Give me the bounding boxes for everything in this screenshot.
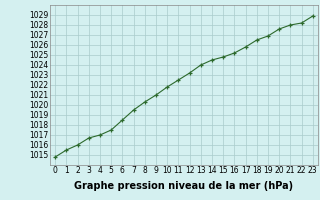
X-axis label: Graphe pression niveau de la mer (hPa): Graphe pression niveau de la mer (hPa) [75,181,293,191]
